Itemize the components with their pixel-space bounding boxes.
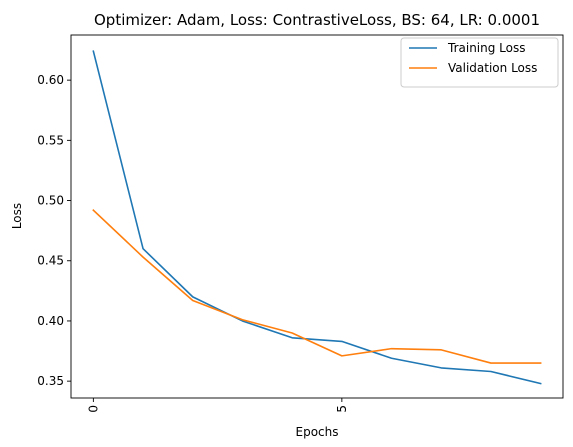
y-tick-label: 0.55: [37, 133, 64, 147]
x-tick-label: 5: [335, 405, 349, 413]
y-axis-label: Loss: [10, 203, 24, 229]
legend-label: Training Loss: [447, 41, 525, 55]
chart-title: Optimizer: Adam, Loss: ContrastiveLoss, …: [94, 11, 540, 29]
legend-label: Validation Loss: [448, 61, 537, 75]
x-axis-label: Epochs: [296, 425, 339, 439]
y-tick-label: 0.35: [37, 374, 64, 388]
y-tick-label: 0.50: [37, 194, 64, 208]
y-tick-label: 0.40: [37, 314, 64, 328]
y-tick-label: 0.60: [37, 73, 64, 87]
legend: Training Loss Validation Loss: [401, 38, 558, 87]
y-tick-label: 0.45: [37, 254, 64, 268]
x-tick-label: 0: [86, 405, 100, 413]
